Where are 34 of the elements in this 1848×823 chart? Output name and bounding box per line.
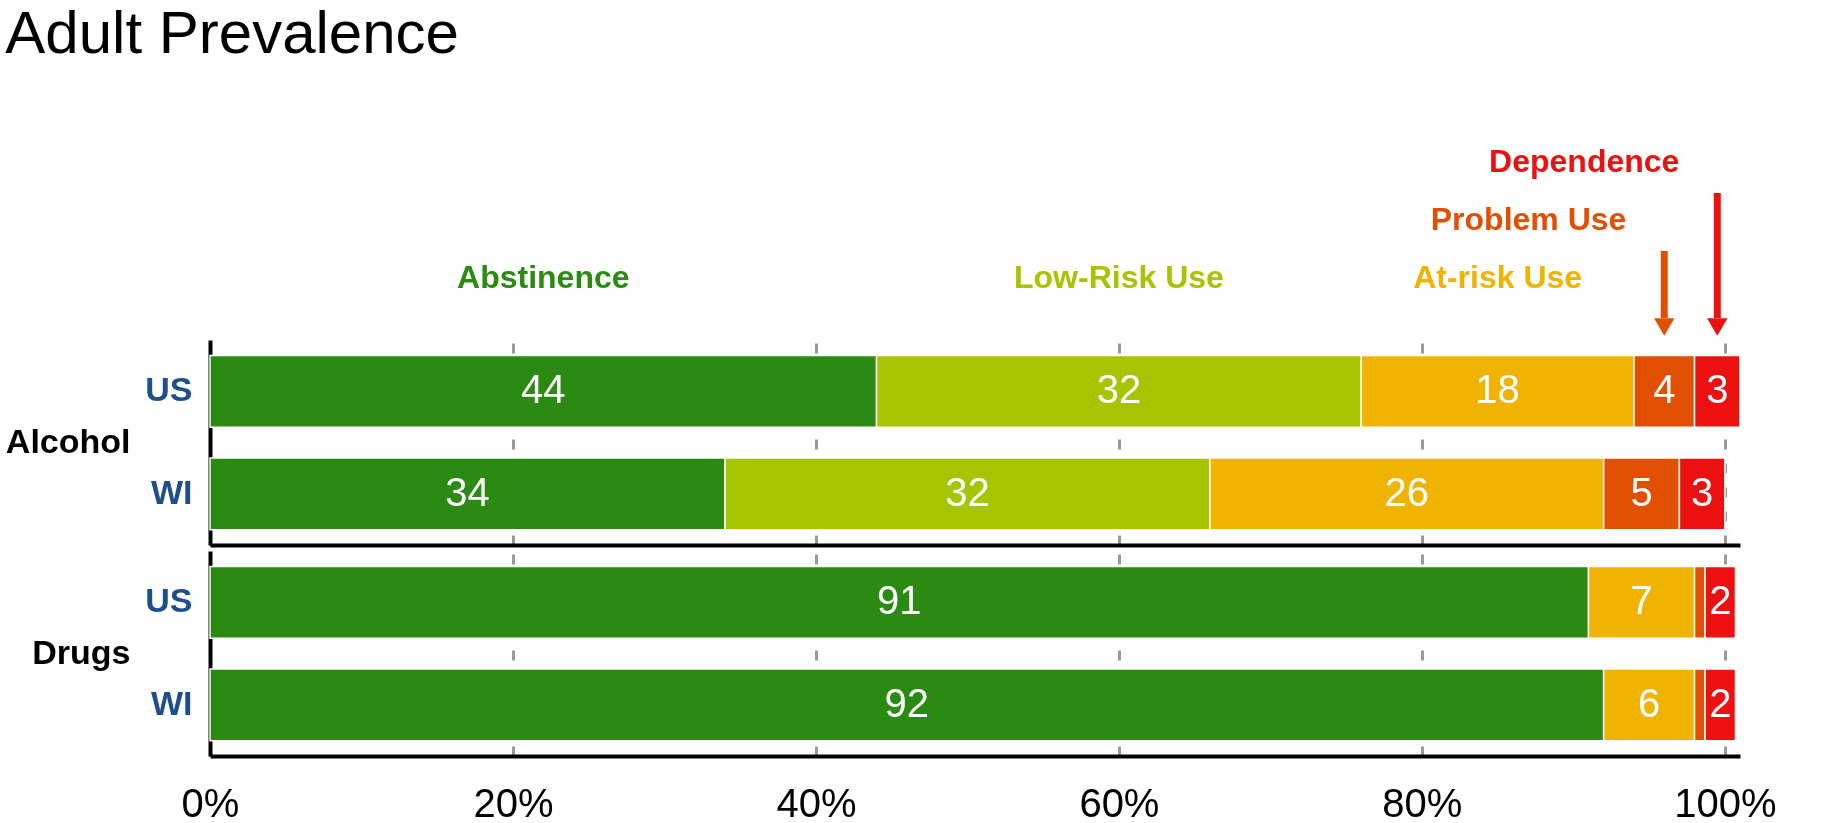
y-tick-label: US — [145, 581, 193, 620]
data-label: 2 — [1709, 680, 1732, 725]
x-tick-label: 0% — [181, 780, 240, 823]
x-tick-label: 20% — [473, 780, 554, 823]
data-label: 26 — [1384, 469, 1429, 514]
data-label: 34 — [445, 469, 490, 514]
y-tick-label: WI — [150, 683, 193, 722]
data-label: 18 — [1475, 367, 1520, 412]
text: Problem Use — [1430, 201, 1627, 237]
x-tick-label: 60% — [1079, 780, 1160, 823]
text: Dependence — [1489, 143, 1680, 179]
series-label: Low-Risk Use — [1014, 259, 1224, 295]
data-label: 4 — [1653, 367, 1676, 412]
data-label: 7 — [1630, 578, 1653, 623]
y-tick-label: WI — [150, 472, 193, 511]
series-label: At-risk Use — [1413, 259, 1583, 295]
data-label: 5 — [1630, 469, 1653, 514]
data-label: 91 — [877, 578, 922, 623]
x-tick-label: 80% — [1382, 780, 1463, 823]
data-label: 2 — [1709, 578, 1732, 623]
data-label: 32 — [1096, 367, 1142, 412]
y-tick-label: US — [145, 370, 193, 409]
data-label: 3 — [1706, 367, 1729, 412]
y-axis-title: Drugs — [32, 633, 131, 671]
x-tick-label: 40% — [776, 780, 857, 823]
x-tick-label: 100% — [1674, 780, 1777, 823]
data-label: 3 — [1691, 469, 1714, 514]
data-label: 6 — [1637, 680, 1661, 725]
y-axis-title: Alcohol — [5, 422, 131, 460]
chart-title: Adult Prevalence — [5, 0, 459, 66]
data-label: 92 — [884, 680, 930, 725]
data-label: 44 — [521, 367, 566, 412]
series-label: Abstinence — [457, 259, 630, 295]
data-label: 32 — [945, 469, 990, 514]
